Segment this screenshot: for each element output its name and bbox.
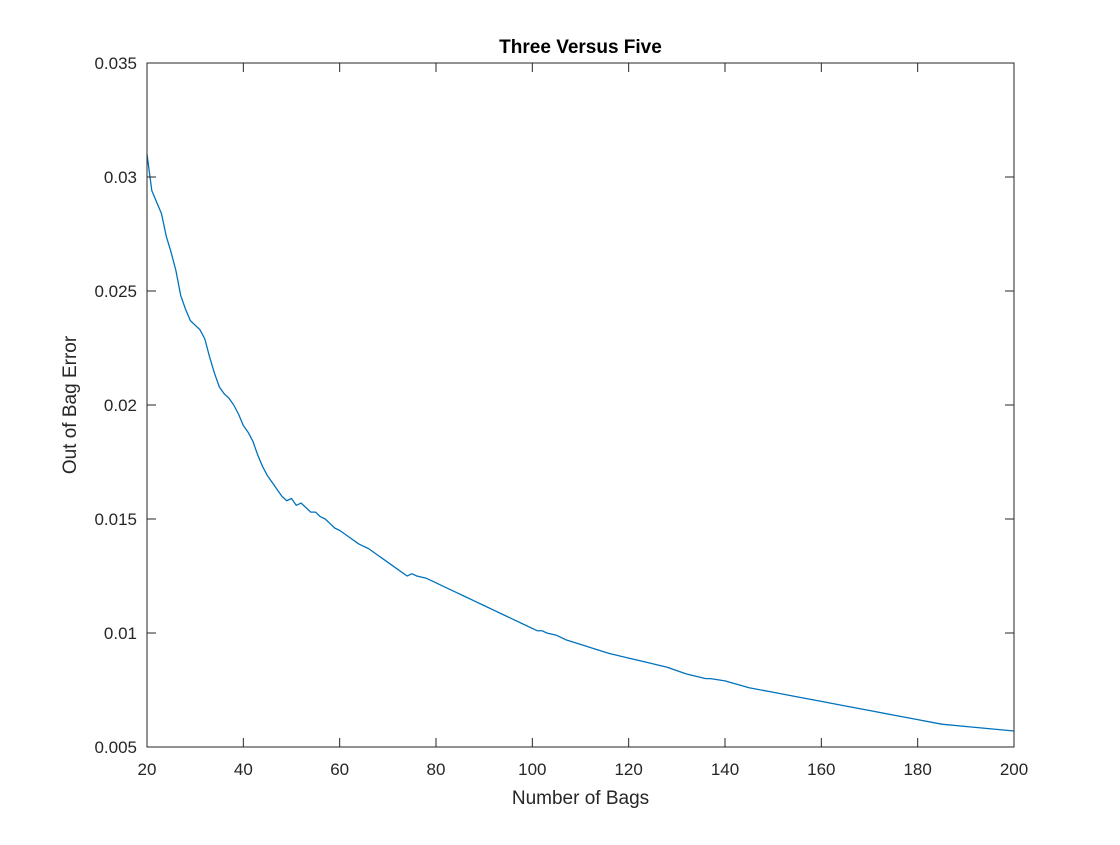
series-line [146, 154, 1015, 732]
y-tick-label: 0.01 [104, 624, 137, 643]
x-tick-label: 60 [330, 760, 349, 779]
x-tick-label: 80 [427, 760, 446, 779]
y-tick-label: 0.015 [94, 510, 137, 529]
axes-box [146, 62, 1015, 748]
x-tick-label: 200 [1000, 760, 1028, 779]
y-tick-label: 0.005 [94, 738, 137, 757]
x-tick-label: 180 [903, 760, 931, 779]
x-tick-label: 160 [807, 760, 835, 779]
x-tick-label: 140 [711, 760, 739, 779]
y-axis-label: Out of Bag Error [60, 335, 81, 474]
y-tick-label: 0.02 [104, 396, 137, 415]
chart-title: Three Versus Five [499, 37, 662, 58]
x-tick-label: 20 [138, 760, 157, 779]
series-layer [146, 154, 1015, 732]
y-tick-label: 0.03 [104, 168, 137, 187]
y-tick-label: 0.035 [94, 54, 137, 73]
x-tick-label: 120 [614, 760, 642, 779]
x-tick-label: 100 [518, 760, 546, 779]
y-tick-label: 0.025 [94, 282, 137, 301]
x-axis-label: Number of Bags [512, 788, 649, 809]
x-tick-label: 40 [234, 760, 253, 779]
tick-labels-layer: 20 40 60 80 100 120 140 160 180 200 0.005 0.01 0.015… [94, 54, 1028, 779]
plot-area-background [147, 63, 1014, 747]
